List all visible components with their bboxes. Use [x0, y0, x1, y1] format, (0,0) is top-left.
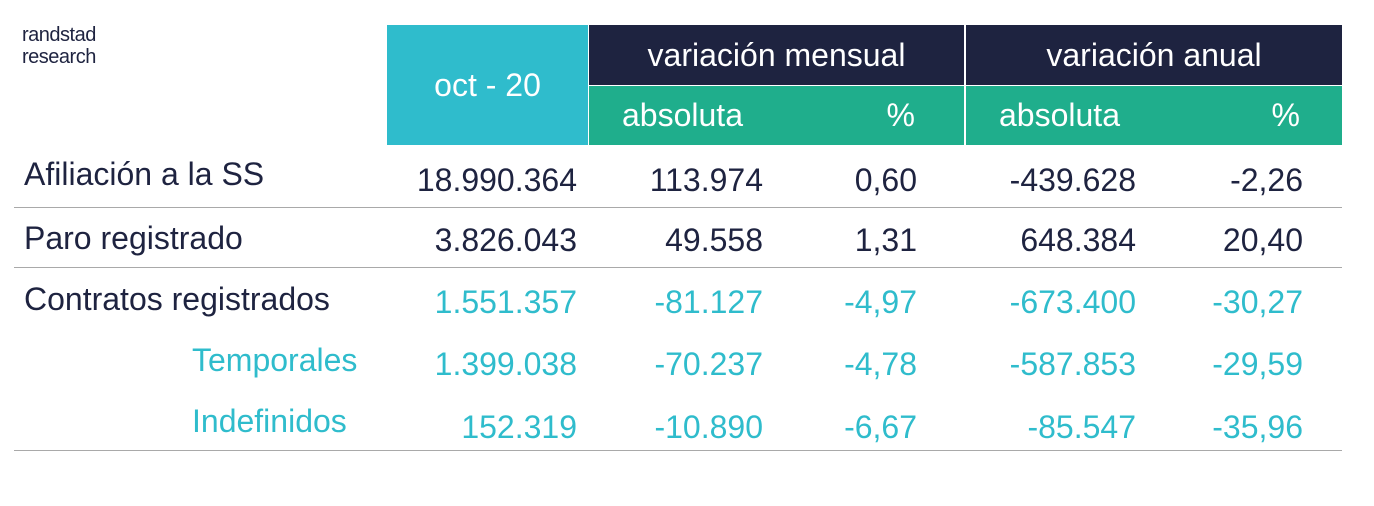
cell-value: -70.237	[654, 346, 763, 382]
subheader-annual-absolute: absoluta	[999, 97, 1120, 133]
cell-value: -587.853	[1009, 346, 1136, 382]
cell-value: 49.558	[665, 222, 763, 258]
cell-value: -29,59	[1212, 346, 1303, 382]
row-label: Contratos registrados	[24, 281, 330, 317]
cell-value: 152.319	[461, 409, 577, 445]
cell-value: -35,96	[1212, 409, 1303, 445]
row-divider	[14, 267, 1342, 268]
cell-value: -4,78	[844, 346, 917, 382]
row-divider	[14, 207, 1342, 208]
subheader-monthly-percent: %	[886, 97, 915, 133]
cell-value: -439.628	[1009, 162, 1136, 198]
cell-value: 1.551.357	[434, 284, 577, 320]
cell-value: 18.990.364	[416, 162, 577, 198]
cell-value: -673.400	[1009, 284, 1136, 320]
subheader-monthly-bar	[589, 86, 964, 145]
row-label: Afiliación a la SS	[24, 156, 265, 192]
cell-value: 648.384	[1020, 222, 1136, 258]
cell-value: -4,97	[844, 284, 917, 320]
cell-value: 113.974	[649, 162, 763, 198]
cell-value: -6,67	[844, 409, 917, 445]
header-date: oct - 20	[387, 25, 588, 145]
cell-value: 20,40	[1222, 222, 1303, 258]
header-monthly-variation: variación mensual	[589, 25, 964, 85]
subheader-monthly-absolute: absoluta	[622, 97, 743, 133]
cell-value: -2,26	[1230, 162, 1303, 198]
cell-value: -30,27	[1212, 284, 1303, 320]
subheader-annual-bar	[966, 86, 1342, 145]
cell-value: 1.399.038	[434, 346, 577, 382]
logo-line-1: randstad	[22, 24, 96, 46]
row-label: Indefinidos	[192, 403, 347, 439]
header-annual-variation: variación anual	[966, 25, 1342, 85]
cell-value: -85.547	[1027, 409, 1136, 445]
row-label: Temporales	[192, 342, 358, 378]
randstad-research-logo: randstad research	[22, 24, 96, 68]
table-bottom-rule	[14, 450, 1342, 451]
subheader-annual-percent: %	[1271, 97, 1300, 133]
cell-value: 3.826.043	[434, 222, 577, 258]
cell-value: 0,60	[854, 162, 917, 198]
cell-value: -10.890	[654, 409, 763, 445]
row-label: Paro registrado	[24, 220, 243, 256]
cell-value: -81.127	[654, 284, 763, 320]
cell-value: 1,31	[854, 222, 917, 258]
logo-line-2: research	[22, 46, 96, 68]
